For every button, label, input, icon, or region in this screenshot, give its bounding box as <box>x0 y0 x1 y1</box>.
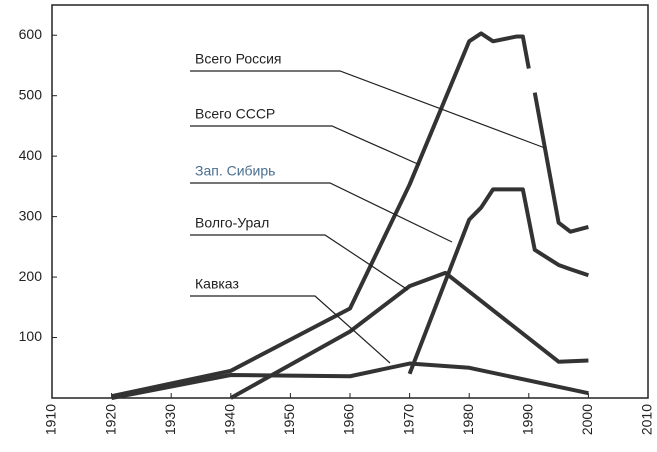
x-tick-label: 1920 <box>102 404 118 435</box>
x-tick-label: 1950 <box>281 404 297 435</box>
data-line <box>532 92 589 234</box>
y-tick-label: 200 <box>19 268 43 284</box>
x-tick-label: 1910 <box>43 404 59 435</box>
x-tick-label: 1940 <box>222 404 238 435</box>
data-line <box>229 270 589 400</box>
leader-line <box>190 70 546 149</box>
leader-line <box>190 295 391 364</box>
series-label: Зап. Сибирь <box>195 163 275 179</box>
y-tick-label: 300 <box>19 207 43 223</box>
data-line <box>111 31 531 399</box>
y-tick-label: 600 <box>19 26 43 42</box>
x-tick-label: 2010 <box>639 404 655 435</box>
x-tick-label: 1990 <box>520 404 536 435</box>
series-label: Волго-Урал <box>195 215 269 231</box>
leader-line <box>190 234 409 291</box>
x-tick-label: 1930 <box>162 404 178 435</box>
data-line <box>407 187 590 375</box>
y-tick-label: 400 <box>19 147 43 163</box>
x-tick-label: 1970 <box>400 404 416 435</box>
leader-line <box>190 125 421 166</box>
x-tick-label: 1960 <box>341 404 357 435</box>
y-tick-label: 100 <box>19 328 43 344</box>
series-label: Всего Россия <box>195 51 282 67</box>
series-label: Кавказ <box>195 276 239 292</box>
x-tick-label: 2000 <box>579 404 595 435</box>
y-tick-label: 500 <box>19 86 43 102</box>
x-tick-label: 1980 <box>460 404 476 435</box>
data-line <box>111 361 589 400</box>
series-label: Всего СССР <box>195 106 275 122</box>
leader-line <box>190 182 453 243</box>
plot-frame <box>51 4 649 399</box>
